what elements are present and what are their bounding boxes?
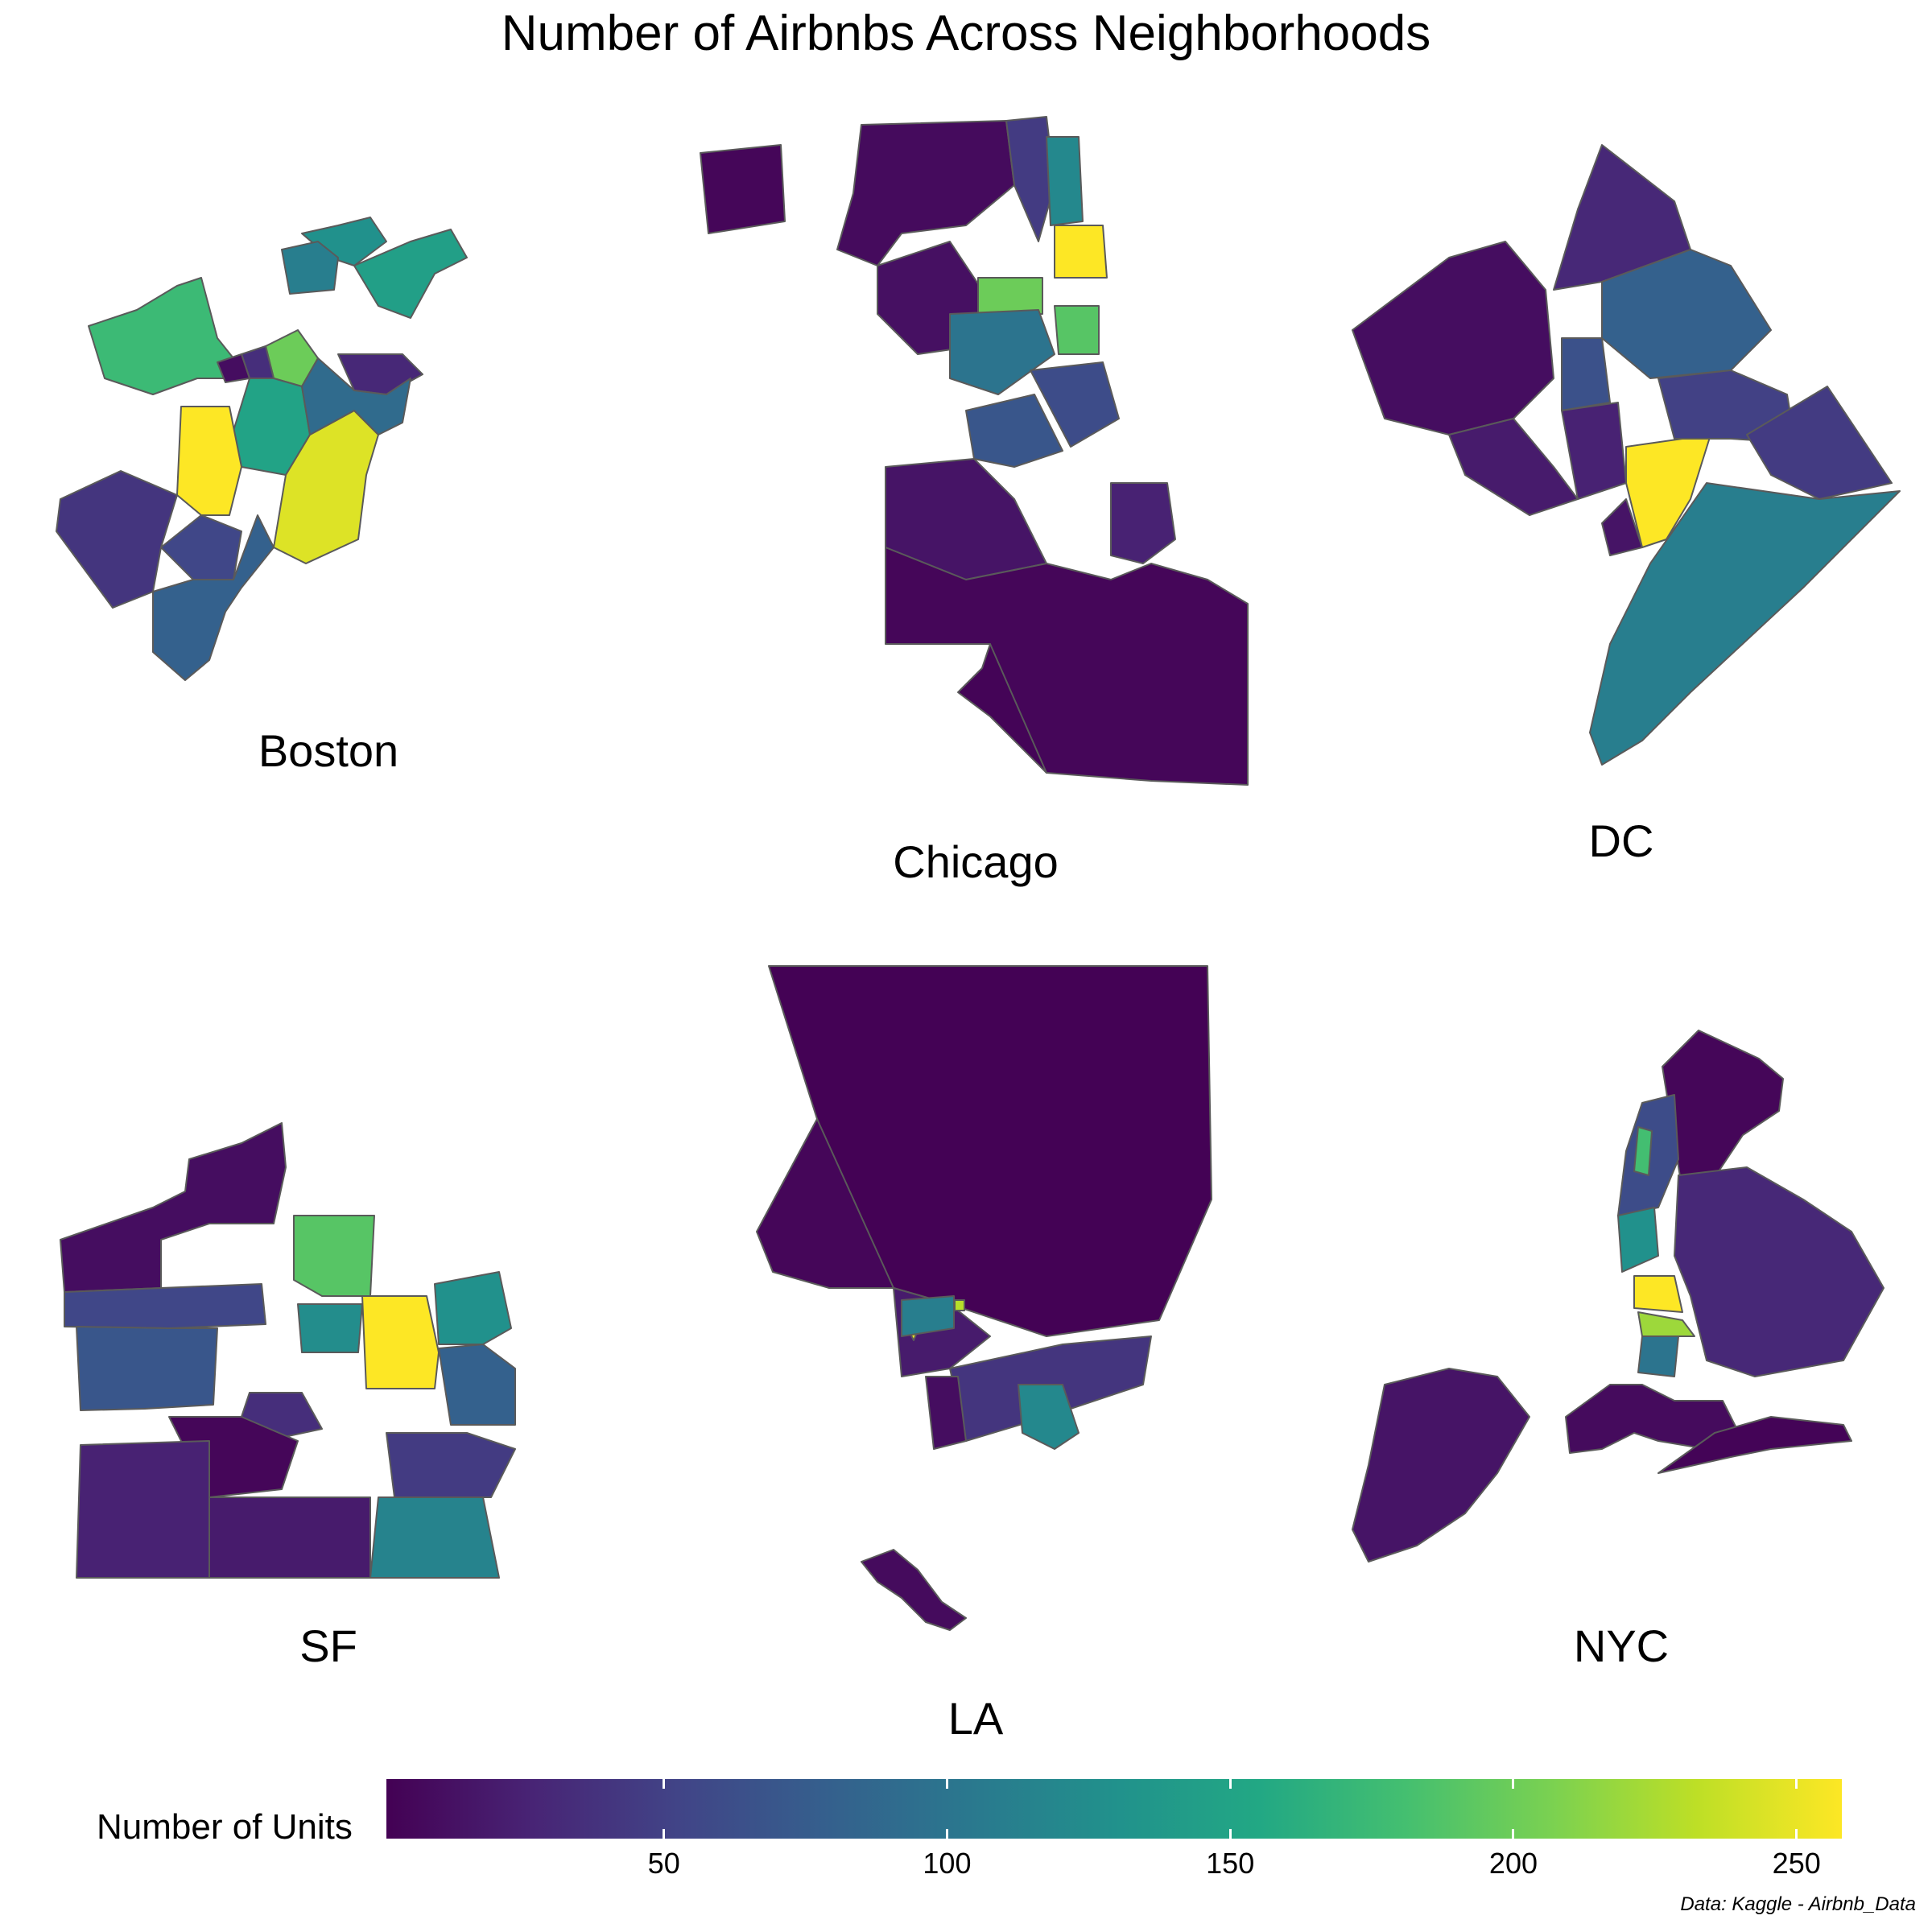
chicago-neighborhood-region [977,277,1043,315]
la-map [756,965,1212,1631]
chicago-neighborhood-region [949,309,1055,395]
la-neighborhood-region [925,1376,967,1450]
legend-tick-label: 150 [1206,1847,1255,1880]
nyc-neighborhood-region [1662,1030,1784,1192]
sf-neighborhood-region [64,1283,266,1329]
sf-neighborhood-region [297,1303,363,1353]
chicago-neighborhood-region [700,144,786,234]
la-neighborhood-region [1018,1384,1080,1450]
nyc-neighborhood-region [1674,1166,1885,1377]
legend-tick-label: 100 [923,1847,972,1880]
legend-tick-mark [1795,1779,1798,1789]
legend-tick-label: 200 [1488,1847,1538,1880]
boston-neighborhood-region [217,353,250,383]
legend-title: Number of Units [97,1807,353,1847]
legend-tick-mark [1228,1779,1232,1789]
dc-map [1352,144,1901,766]
la-neighborhood-region [901,1295,955,1337]
legend-tick-mark [1228,1829,1232,1839]
chicago-neighborhood-region [836,120,1015,266]
chicago-neighborhood-region [957,643,1047,774]
sf-neighborhood-region [369,1496,500,1579]
dc-neighborhood-region [1561,402,1627,500]
legend-tick-mark [663,1829,666,1839]
boston-neighborhood-region [160,514,242,580]
legend-tick-label: 250 [1772,1847,1821,1880]
chart-title: Number of Airbnbs Across Neighborhoods [501,6,1431,61]
nyc-neighborhood-region [1352,1368,1530,1563]
legend-tick-mark [945,1779,948,1789]
chicago-neighborhood-region [1054,305,1100,355]
legend-tick-mark [1795,1829,1798,1839]
sf-neighborhood-region [208,1496,371,1579]
boston-map [56,217,468,681]
chicago-neighborhood-region [965,394,1063,468]
legend-colorbar [386,1779,1842,1839]
boston-neighborhood-region [301,357,411,436]
sf-neighborhood-region [434,1271,512,1345]
chicago-map [700,116,1249,786]
city-label-sf: SF [299,1620,357,1671]
la-neighborhood-region [861,1549,967,1631]
city-label-boston: Boston [258,725,399,776]
city-label-chicago: Chicago [893,836,1059,887]
dc-neighborhood-region [1746,386,1893,500]
sf-neighborhood-region [361,1295,440,1389]
dc-neighborhood-region [1601,249,1772,379]
nyc-map [1352,1030,1885,1563]
boston-neighborhood-region [56,470,178,609]
legend-tick-mark [663,1779,666,1789]
chicago-neighborhood-region [1110,482,1176,564]
dc-neighborhood-region [1589,482,1901,766]
chicago-neighborhood-region [1046,136,1084,226]
sf-neighborhood-region [76,1440,210,1579]
nyc-neighborhood-region [1637,1335,1679,1377]
nyc-neighborhood-region [1633,1126,1653,1176]
sf-neighborhood-region [60,1122,287,1293]
la-neighborhood-region [954,1299,965,1311]
sf-neighborhood-region [386,1432,516,1498]
sf-map [60,1122,516,1579]
legend-tick-mark [945,1829,948,1839]
dc-neighborhood-region [1601,498,1643,556]
nyc-neighborhood-region [1633,1275,1683,1313]
dc-neighborhood-region [1561,337,1611,411]
nyc-neighborhood-region [1617,1207,1659,1273]
sf-neighborhood-region [293,1215,375,1297]
city-label-dc: DC [1588,815,1654,866]
dc-neighborhood-region [1352,241,1554,436]
chicago-neighborhood-region [1054,225,1108,279]
city-label-nyc: NYC [1573,1620,1670,1671]
dc-neighborhood-region [1448,418,1579,516]
boston-neighborhood-region [353,229,468,319]
legend-tick-mark [1512,1779,1515,1789]
boston-neighborhood-region [281,241,339,295]
city-label-la: LA [947,1693,1004,1744]
chicago-neighborhood-region [885,547,1249,786]
boston-neighborhood-region [176,406,242,516]
chicago-neighborhood-region [1005,116,1055,242]
boston-neighborhood-region [152,514,275,681]
sf-neighborhood-region [438,1344,516,1426]
legend-tick-label: 50 [647,1847,680,1880]
data-source-note: Data: Kaggle - Airbnb_Data [1680,1893,1916,1915]
nyc-neighborhood-region [1657,1416,1852,1474]
legend-tick-mark [1512,1829,1515,1839]
chicago-neighborhood-region [1030,361,1120,448]
la-neighborhood-region [756,1118,894,1289]
nyc-neighborhood-region [1637,1311,1695,1337]
sf-neighborhood-region [76,1326,218,1411]
